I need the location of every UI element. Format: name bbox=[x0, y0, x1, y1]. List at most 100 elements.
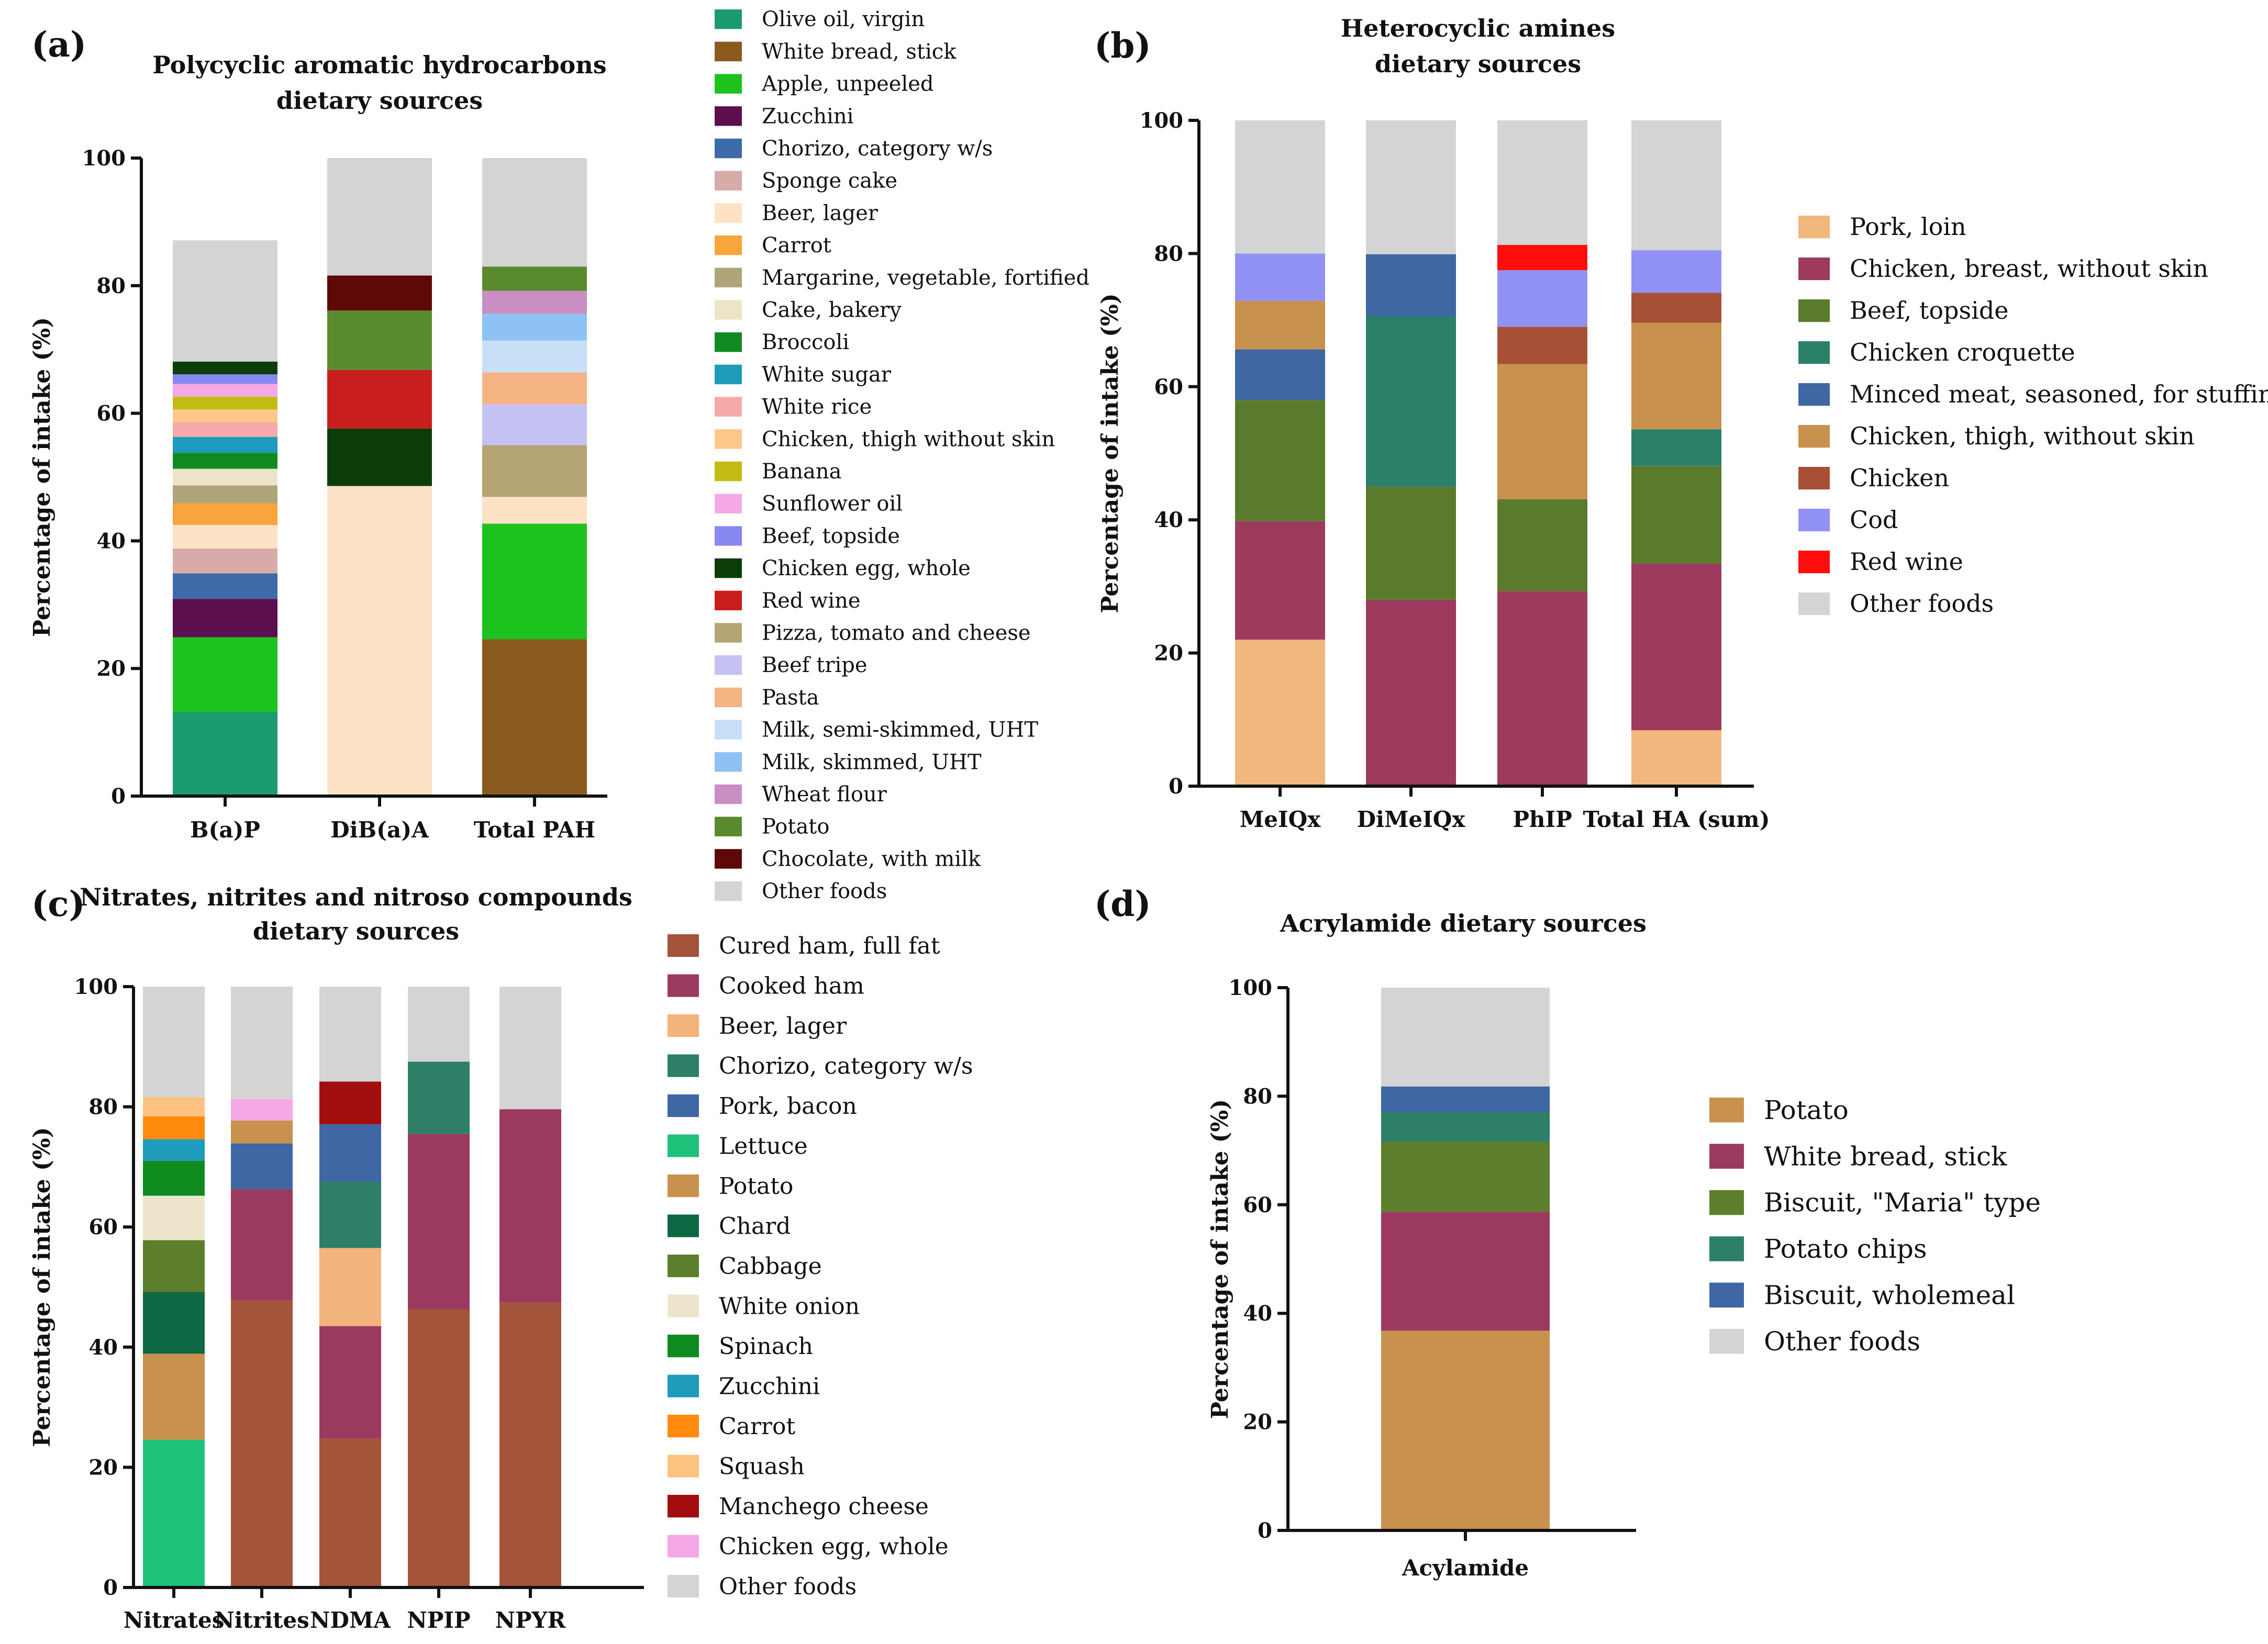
legend-label-b-red-wine: Red wine bbox=[1850, 547, 1963, 576]
bar-segment-c-nitrites-chicken-egg-whole bbox=[231, 1099, 293, 1121]
bar-segment-a-dib-a-a-potato bbox=[327, 310, 432, 370]
bar-segment-a-b-a-p-apple-unpeeled bbox=[173, 637, 277, 712]
y-axis-label-b: Percentage of intake (%) bbox=[1097, 293, 1124, 613]
legend-label-a-broccoli: Broccoli bbox=[762, 330, 849, 354]
legend-label-b-chicken-breast-without-skin: Chicken, breast, without skin bbox=[1850, 254, 2208, 283]
bar-segment-b-total-ha-sum-chicken-thigh-without-skin bbox=[1631, 322, 1721, 430]
legend-label-b-other-foods: Other foods bbox=[1850, 589, 1994, 618]
legend-label-d-biscuit-maria-type: Biscuit, "Maria" type bbox=[1764, 1188, 2041, 1218]
bar-segment-c-nitrates-squash bbox=[143, 1097, 205, 1116]
legend-label-a-carrot: Carrot bbox=[762, 233, 831, 258]
chart-title-a: dietary sources bbox=[276, 86, 483, 115]
x-tick-label-a-dib-a-a: DiB(a)A bbox=[330, 817, 429, 843]
x-tick-label-c-nitrites: Nitrites bbox=[214, 1607, 309, 1633]
bar-segment-c-ndma-cooked-ham bbox=[319, 1326, 381, 1439]
x-tick-label-c-ndma: NDMA bbox=[310, 1607, 391, 1633]
bar-segment-c-nitrates-white-onion bbox=[143, 1195, 205, 1240]
bar-segment-c-nitrites-pork-bacon bbox=[231, 1143, 293, 1189]
legend-label-c-beer-lager: Beer, lager bbox=[719, 1013, 847, 1039]
legend-label-b-chicken-croquette: Chicken croquette bbox=[1850, 338, 2075, 366]
y-tick-label-d: 80 bbox=[1243, 1084, 1272, 1109]
y-tick-label-c: 20 bbox=[88, 1455, 118, 1480]
bar-segment-c-npip-other-foods bbox=[408, 987, 470, 1062]
y-tick-label-a: 40 bbox=[96, 529, 126, 553]
legend-label-a-white-bread-stick: White bread, stick bbox=[762, 40, 957, 64]
bar-segment-d-acylamide-white-bread-stick bbox=[1381, 1212, 1550, 1331]
panel-label-a: (a) bbox=[31, 24, 86, 65]
y-tick-label-c: 80 bbox=[88, 1095, 118, 1120]
legend-swatch-d-other-foods bbox=[1709, 1329, 1744, 1354]
x-tick-label-d-acylamide: Acylamide bbox=[1402, 1555, 1529, 1581]
legend-label-a-beef-tripe: Beef tripe bbox=[762, 653, 868, 677]
bar-segment-d-acylamide-potato-chips bbox=[1381, 1112, 1550, 1142]
legend-label-a-wheat-flour: Wheat flour bbox=[762, 782, 887, 807]
bar-segment-a-b-a-p-margarine-vegetable-fortified bbox=[173, 485, 277, 504]
legend-swatch-c-chicken-egg-whole bbox=[668, 1535, 699, 1558]
legend-label-a-chocolate-with-milk: Chocolate, with milk bbox=[762, 847, 981, 871]
bar-segment-a-b-a-p-banana bbox=[173, 396, 277, 410]
legend-label-a-white-sugar: White sugar bbox=[762, 363, 892, 387]
y-tick-label-b: 60 bbox=[1154, 375, 1183, 399]
bar-segment-a-b-a-p-cake-bakery bbox=[173, 468, 277, 486]
legend-swatch-a-wheat-flour bbox=[715, 784, 742, 804]
legend-label-a-potato: Potato bbox=[762, 815, 829, 839]
bar-segment-c-ndma-pork-bacon bbox=[319, 1124, 381, 1182]
bar-segment-d-acylamide-biscuit-maria-type bbox=[1381, 1142, 1550, 1212]
bar-segment-a-b-a-p-other-foods bbox=[173, 240, 277, 362]
legend-swatch-c-carrot bbox=[668, 1415, 699, 1438]
legend-swatch-a-chicken-egg-whole bbox=[715, 558, 742, 578]
legend-swatch-c-chorizo-category-w-s bbox=[668, 1054, 699, 1077]
legend-label-c-pork-bacon: Pork, bacon bbox=[719, 1093, 857, 1120]
legend-label-c-potato: Potato bbox=[719, 1173, 793, 1200]
legend-swatch-a-sunflower-oil bbox=[715, 494, 742, 513]
chart-title-c: dietary sources bbox=[253, 917, 459, 945]
legend-swatch-a-milk-skimmed-uht bbox=[715, 752, 742, 772]
legend-label-c-lettuce: Lettuce bbox=[719, 1133, 808, 1160]
bar-segment-b-total-ha-sum-chicken-breast-without-skin bbox=[1631, 564, 1721, 731]
bar-segment-b-meiqx-other-foods bbox=[1235, 120, 1325, 254]
legend-swatch-c-pork-bacon bbox=[668, 1094, 699, 1117]
legend-swatch-c-zucchini bbox=[668, 1374, 699, 1397]
legend-swatch-b-pork-loin bbox=[1798, 216, 1830, 239]
bar-segment-b-meiqx-beef-topside bbox=[1235, 400, 1325, 521]
legend-swatch-b-chicken-breast-without-skin bbox=[1798, 258, 1830, 281]
panel-label-c: (c) bbox=[31, 883, 85, 924]
legend-swatch-d-white-bread-stick bbox=[1709, 1144, 1744, 1169]
bar-segment-b-phip-beef-topside bbox=[1497, 499, 1587, 591]
y-axis-label-c: Percentage of intake (%) bbox=[29, 1127, 55, 1447]
chart-title-c: Nitrates, nitrites and nitroso compounds bbox=[80, 883, 632, 911]
y-tick-label-a: 20 bbox=[96, 656, 126, 681]
y-axis-label-d: Percentage of intake (%) bbox=[1207, 1099, 1233, 1419]
bar-segment-d-acylamide-other-foods bbox=[1381, 988, 1550, 1087]
legend-swatch-c-cooked-ham bbox=[668, 974, 699, 997]
bar-segment-b-dimeiqx-other-foods bbox=[1366, 120, 1456, 254]
bar-segment-c-nitrites-other-foods bbox=[231, 987, 293, 1099]
bar-segment-c-npip-cured-ham-full-fat bbox=[408, 1309, 470, 1587]
y-tick-label-b: 0 bbox=[1169, 774, 1183, 799]
legend-swatch-a-potato bbox=[715, 817, 742, 836]
bar-segment-a-b-a-p-beer-lager bbox=[173, 524, 277, 549]
legend-swatch-b-chicken bbox=[1798, 467, 1830, 490]
y-tick-label-d: 0 bbox=[1258, 1518, 1272, 1543]
y-tick-label-a: 80 bbox=[96, 274, 126, 298]
y-tick-label-b: 20 bbox=[1154, 641, 1183, 666]
legend-label-d-biscuit-wholemeal: Biscuit, wholemeal bbox=[1764, 1280, 2015, 1311]
legend-swatch-a-white-rice bbox=[715, 397, 742, 417]
bar-segment-c-nitrates-other-foods bbox=[143, 987, 205, 1098]
legend-swatch-a-banana bbox=[715, 461, 742, 482]
legend-swatch-a-pizza-tomato-and-cheese bbox=[715, 623, 742, 643]
bar-segment-b-meiqx-chicken-thigh-without-skin bbox=[1235, 300, 1325, 350]
bar-segment-a-b-a-p-white-sugar bbox=[173, 437, 277, 453]
bar-segment-c-ndma-beer-lager bbox=[319, 1248, 381, 1326]
bar-segment-c-nitrates-spinach bbox=[143, 1160, 205, 1196]
x-tick-label-b-total-ha-sum: Total HA (sum) bbox=[1583, 807, 1770, 832]
legend-swatch-d-biscuit-maria-type bbox=[1709, 1190, 1744, 1215]
bar-segment-c-npip-cooked-ham bbox=[408, 1134, 470, 1310]
bar-segment-b-phip-chicken-thigh-without-skin bbox=[1497, 364, 1587, 499]
legend-swatch-d-potato-chips bbox=[1709, 1236, 1744, 1261]
legend-swatch-b-beef-topside bbox=[1798, 299, 1830, 322]
legend-label-b-chicken: Chicken bbox=[1850, 464, 1949, 492]
legend-swatch-a-broccoli bbox=[715, 332, 742, 352]
legend-label-c-spinach: Spinach bbox=[719, 1333, 813, 1360]
bar-segment-b-total-ha-sum-other-foods bbox=[1631, 120, 1721, 251]
